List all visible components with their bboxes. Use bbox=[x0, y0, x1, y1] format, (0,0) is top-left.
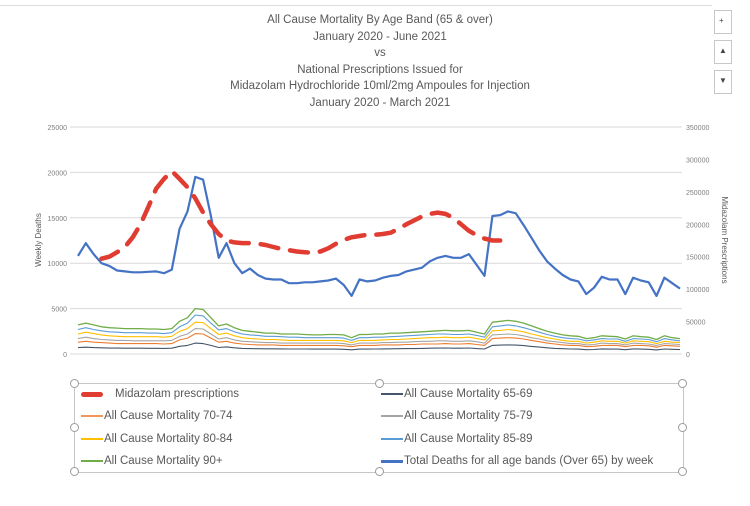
series-line-midazolam-prescriptions[interactable] bbox=[99, 168, 503, 261]
y2-tick-label: 150000 bbox=[686, 255, 709, 262]
y-tick-label: 25000 bbox=[48, 125, 68, 132]
legend-item-65-69[interactable]: All Cause Mortality 65-69 bbox=[381, 388, 532, 400]
legend-label: All Cause Mortality 65-69 bbox=[404, 388, 533, 400]
legend-label: All Cause Mortality 70-74 bbox=[104, 410, 233, 422]
chart-frame-top-border bbox=[0, 5, 712, 6]
legend-item-85-89[interactable]: All Cause Mortality 85-89 bbox=[381, 433, 532, 445]
legend-swatch bbox=[381, 393, 403, 395]
series-line-all-cause-mortality-75-79[interactable] bbox=[77, 328, 681, 346]
legend-swatch bbox=[81, 438, 103, 440]
legend-item-total-deaths[interactable]: Total Deaths for all age bands (Over 65)… bbox=[381, 455, 653, 467]
legend-label: All Cause Mortality 80-84 bbox=[104, 433, 233, 445]
chart-filters-button[interactable]: ▼ bbox=[714, 70, 732, 94]
series-line-all-cause-mortality-70-74[interactable] bbox=[77, 333, 681, 348]
filter-icon: ▼ bbox=[719, 76, 727, 85]
right-axis-ticks: 0 50000 100000 150000 200000 250000 300000 3500… bbox=[686, 125, 709, 359]
chart-title: All Cause Mortality By Age Band (65 & ov… bbox=[200, 12, 560, 112]
series-line-all-cause-mortality-85-89[interactable] bbox=[77, 314, 681, 343]
legend-swatch bbox=[81, 460, 103, 462]
left-axis-label: Weekly Deaths bbox=[34, 213, 43, 267]
legend-label: All Cause Mortality 90+ bbox=[104, 455, 223, 467]
gridlines bbox=[70, 126, 682, 355]
series-line-total-deaths-for-all-age-bands-over-65-by-week[interactable] bbox=[77, 175, 681, 297]
resize-handle[interactable] bbox=[70, 379, 79, 388]
resize-handle[interactable] bbox=[678, 467, 687, 476]
title-line-5: Midazolam Hydrochloride 10ml/2mg Ampoule… bbox=[230, 80, 530, 93]
brush-icon: ▲ bbox=[719, 46, 727, 55]
y-tick-label: 15000 bbox=[48, 216, 68, 223]
legend-item-75-79[interactable]: All Cause Mortality 75-79 bbox=[381, 410, 532, 422]
legend-item-90-plus[interactable]: All Cause Mortality 90+ bbox=[81, 455, 223, 467]
y-tick-label: 10000 bbox=[48, 261, 68, 268]
legend-label: All Cause Mortality 85-89 bbox=[404, 433, 533, 445]
legend-label: Total Deaths for all age bands (Over 65)… bbox=[404, 455, 654, 467]
left-axis-ticks: 0 5000 10000 15000 20000 25000 bbox=[48, 125, 68, 359]
title-line-1: All Cause Mortality By Age Band (65 & ov… bbox=[267, 14, 493, 26]
chart-elements-button[interactable]: + bbox=[714, 10, 732, 34]
chart-styles-button[interactable]: ▲ bbox=[714, 40, 732, 64]
y2-tick-label: 100000 bbox=[686, 287, 709, 294]
title-line-6: January 2020 - March 2021 bbox=[309, 96, 451, 109]
series-group bbox=[77, 168, 681, 351]
resize-handle[interactable] bbox=[375, 379, 384, 388]
resize-handle[interactable] bbox=[678, 379, 687, 388]
resize-handle[interactable] bbox=[678, 423, 687, 432]
resize-handle[interactable] bbox=[375, 467, 384, 476]
y-tick-label: 20000 bbox=[48, 170, 68, 177]
title-line-2: January 2020 - June 2021 bbox=[313, 30, 447, 43]
legend-swatch bbox=[381, 438, 403, 440]
right-axis-label: Midazolam Prescriptions bbox=[720, 196, 729, 283]
legend-swatch bbox=[381, 415, 403, 417]
y2-tick-label: 300000 bbox=[686, 157, 709, 164]
legend-label: All Cause Mortality 75-79 bbox=[404, 410, 533, 422]
legend-swatch bbox=[381, 459, 403, 463]
y-tick-label: 5000 bbox=[51, 307, 67, 314]
chart-legend[interactable]: Midazolam prescriptions All Cause Mortal… bbox=[70, 379, 687, 476]
resize-handle[interactable] bbox=[70, 423, 79, 432]
series-line-all-cause-mortality-65-69[interactable] bbox=[77, 342, 681, 351]
y2-tick-label: 200000 bbox=[686, 222, 709, 229]
title-line-3: vs bbox=[374, 47, 386, 60]
legend-item-midazolam[interactable]: Midazolam prescriptions bbox=[81, 388, 239, 400]
y2-tick-label: 0 bbox=[686, 352, 690, 359]
chart-plot: 0 5000 10000 15000 20000 25000 0 50000 100000 15… bbox=[34, 125, 729, 359]
y-tick-label: 0 bbox=[63, 352, 67, 359]
y2-tick-label: 50000 bbox=[686, 320, 706, 327]
legend-label: Midazolam prescriptions bbox=[115, 388, 239, 400]
y2-tick-label: 250000 bbox=[686, 190, 709, 197]
legend-swatch bbox=[81, 391, 103, 397]
y2-tick-label: 350000 bbox=[686, 125, 709, 132]
plus-icon: + bbox=[719, 16, 724, 25]
legend-swatch bbox=[81, 415, 103, 417]
legend-item-70-74[interactable]: All Cause Mortality 70-74 bbox=[81, 410, 232, 422]
title-line-4: National Prescriptions Issued for bbox=[297, 63, 463, 76]
series-line-all-cause-mortality-80-84[interactable] bbox=[77, 321, 681, 345]
series-line-all-cause-mortality-90-[interactable] bbox=[77, 307, 681, 341]
resize-handle[interactable] bbox=[70, 467, 79, 476]
legend-item-80-84[interactable]: All Cause Mortality 80-84 bbox=[81, 433, 232, 445]
